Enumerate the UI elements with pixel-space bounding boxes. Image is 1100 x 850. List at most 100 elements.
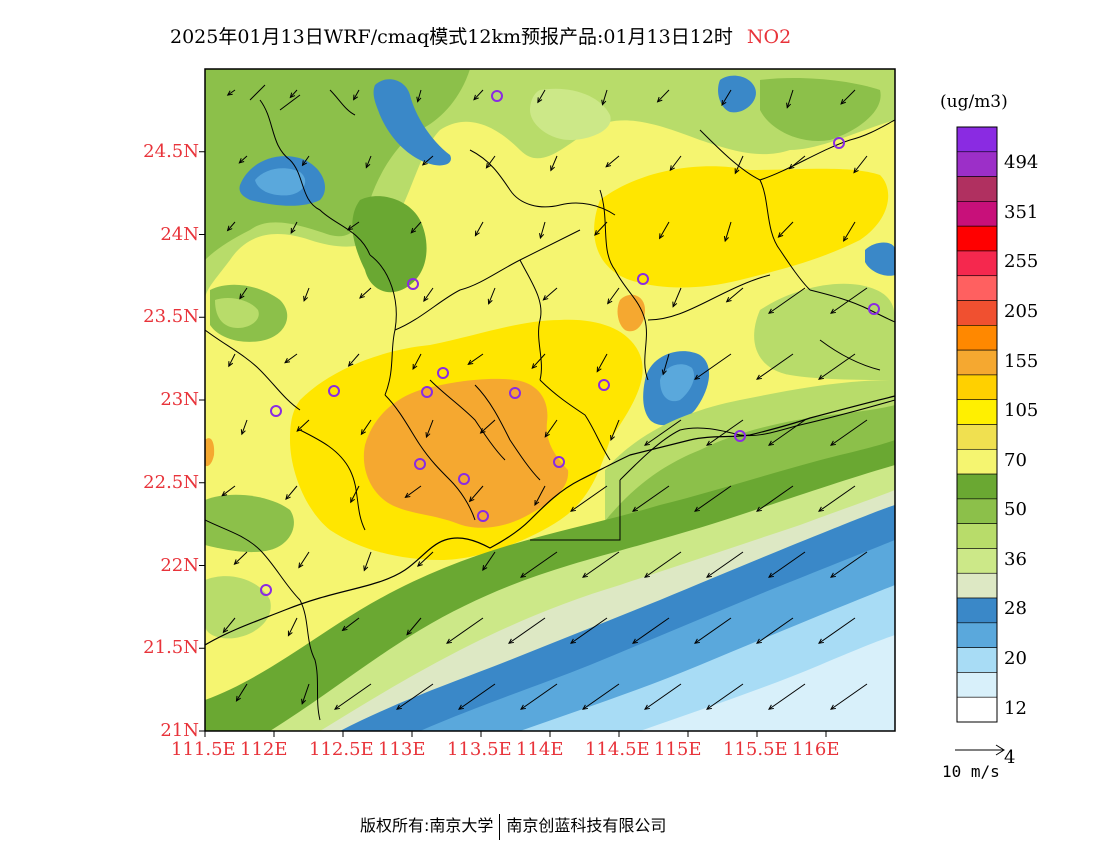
colorbar-swatch	[956, 672, 998, 698]
wind-vector	[694, 617, 732, 644]
wind-vector	[605, 155, 620, 168]
colorbar-swatch	[956, 151, 998, 177]
wind-vector	[607, 287, 620, 304]
wind-vector	[570, 485, 608, 512]
wind-vector-head	[830, 572, 836, 578]
wind-vector-head	[485, 162, 492, 169]
no2-field	[205, 69, 895, 731]
wind-vector	[301, 683, 310, 704]
coastline	[205, 395, 895, 646]
colorbar-swatch	[956, 448, 998, 475]
wind-vector	[596, 353, 608, 372]
wind-vector	[222, 617, 236, 633]
colorbar-label: 494	[1004, 152, 1039, 174]
field-north-pale	[530, 88, 611, 140]
wind-vector	[786, 89, 794, 108]
wind-vector-head	[520, 572, 526, 578]
longitude-label: 116E	[792, 739, 840, 760]
wind-vector-head	[350, 497, 356, 504]
wind-vector-head	[285, 494, 291, 501]
wind-vector	[227, 221, 236, 231]
wind-vector-head	[446, 638, 452, 644]
wind-vector-head	[239, 293, 245, 300]
wind-vector	[342, 617, 360, 631]
wind-vector-head	[539, 233, 545, 240]
colorbar-swatch	[956, 399, 998, 425]
wind-vector	[756, 353, 794, 380]
longitude-label: 111.5E	[171, 739, 236, 760]
wind-vector	[531, 353, 546, 369]
wind-vector-head	[482, 565, 488, 572]
wind-vector-head	[830, 704, 836, 710]
wind-vector-head	[363, 565, 369, 572]
latitude-label: 22.5N	[143, 471, 199, 493]
field-north-green-3	[352, 196, 427, 293]
wind-vector-head	[520, 704, 526, 710]
wind-vector	[756, 485, 794, 512]
wind-reference-arrow	[955, 744, 1005, 756]
field-blue-e	[865, 242, 895, 276]
wind-vector	[422, 155, 434, 166]
wind-vector-head	[768, 704, 774, 710]
station-marker	[491, 90, 503, 102]
wind-vector-head	[659, 233, 664, 240]
wind-vector-head	[365, 162, 371, 169]
wind-vector-head	[661, 369, 667, 376]
wind-vector	[657, 89, 670, 103]
colorbar-label: 12	[1004, 697, 1027, 719]
station-marker	[868, 303, 880, 315]
wind-vector	[520, 551, 558, 578]
wind-vector-head	[296, 426, 303, 432]
wind-vector	[350, 485, 360, 503]
wind-vector-head	[853, 167, 859, 174]
field-blue-ne	[718, 75, 756, 113]
wind-vector	[570, 617, 608, 644]
wind-vector-head	[479, 428, 486, 434]
latitude-label: 24.5N	[143, 140, 199, 162]
wind-vector-head	[284, 358, 291, 364]
wind-vector	[694, 353, 732, 380]
longitude-label: 114.5E	[585, 739, 650, 760]
wind-vector-head	[550, 165, 555, 172]
wind-vector-head	[723, 236, 729, 243]
wind-vector	[423, 287, 434, 302]
footer-copyright: 版权所有:南京大学 南京创蓝科技有限公司	[360, 812, 666, 840]
longitude-label: 113.5E	[447, 739, 512, 760]
colorbar-swatch	[956, 424, 998, 450]
colorbar-label: 50	[1004, 499, 1027, 521]
colorbar-swatch	[956, 201, 998, 227]
station-marker	[509, 387, 521, 399]
wind-vector	[508, 617, 546, 644]
wind-vector-head	[672, 301, 678, 308]
footer-separator	[499, 813, 501, 840]
wind-vector-head	[706, 440, 712, 446]
station-marker	[260, 584, 272, 596]
wind-vector	[289, 89, 298, 98]
wind-vector-head	[508, 638, 514, 644]
wind-vector	[694, 485, 732, 512]
wind-vector	[334, 683, 372, 710]
colorbar-swatch	[956, 250, 998, 277]
wind-vector-head	[656, 96, 663, 103]
wind-vector	[221, 485, 236, 497]
wind-vector-head	[721, 100, 727, 107]
wind-vector	[706, 683, 744, 710]
wind-vector-head	[416, 96, 422, 103]
wind-vector	[789, 155, 806, 169]
wind-vector-head	[423, 296, 429, 302]
chart-title: 2025年01月13日WRF/cmaq模式12km预报产品:01月13日12时 N…	[170, 22, 791, 49]
colorbar-swatch	[956, 622, 998, 648]
wind-vector	[539, 221, 546, 239]
wind-vectors	[221, 89, 868, 710]
wind-vector-head	[570, 638, 576, 644]
longitude-ticks	[204, 731, 827, 737]
wind-vector	[818, 485, 856, 512]
longitude-label: 113E	[378, 739, 426, 760]
wind-vector	[644, 551, 682, 578]
wind-vector	[818, 353, 856, 380]
colorbar-swatch	[956, 225, 998, 252]
wind-vector-head	[706, 704, 712, 710]
colorbar-swatch	[956, 523, 998, 549]
colorbar-label: 205	[1004, 300, 1039, 322]
wind-vector	[458, 683, 496, 710]
